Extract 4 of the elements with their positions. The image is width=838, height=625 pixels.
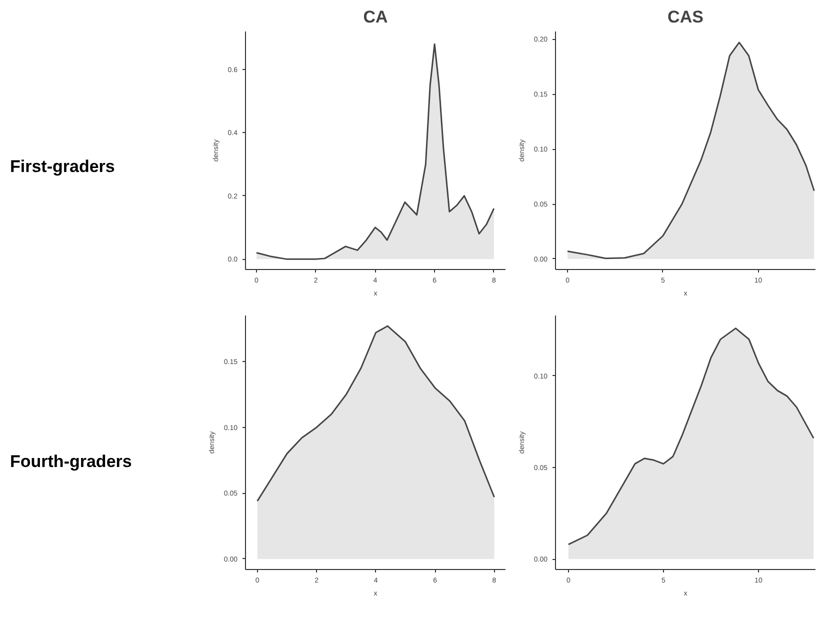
chart-title: CAS — [668, 8, 704, 26]
text: First-graders — [10, 156, 115, 178]
chart-title: CA — [363, 8, 388, 26]
text: Fourth-graders — [10, 451, 132, 473]
